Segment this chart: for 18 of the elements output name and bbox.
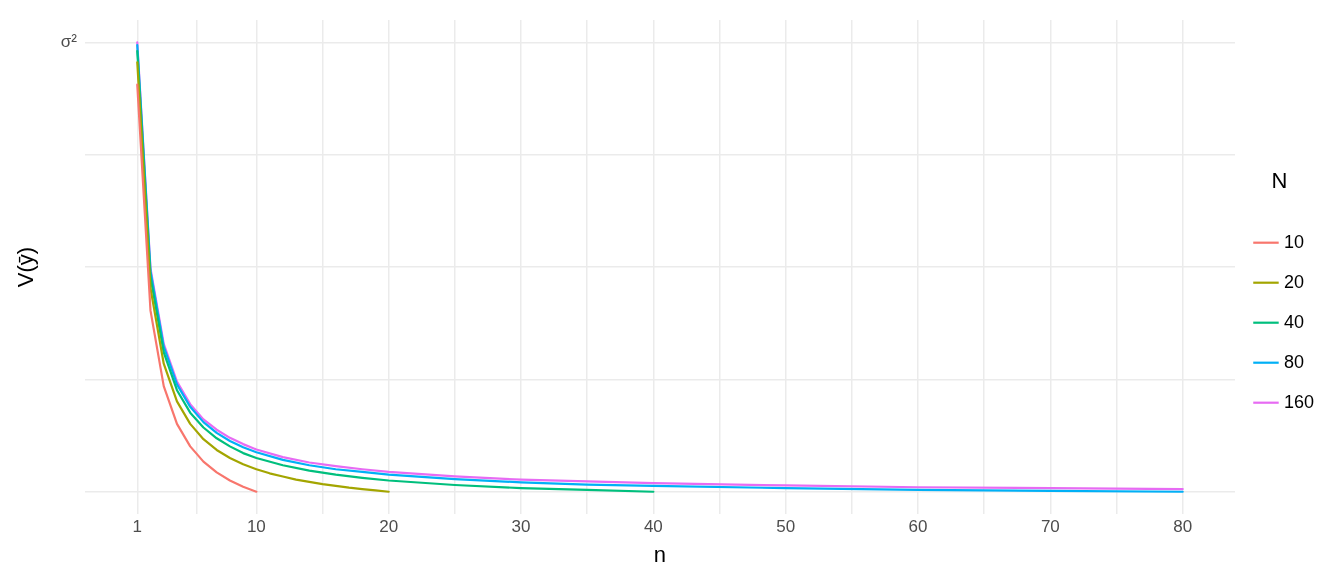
x-axis-title: n	[653, 541, 667, 567]
text: σ²	[60, 32, 78, 52]
x-tick-label: 40	[643, 517, 663, 537]
x-tick-label: 1	[132, 517, 143, 537]
legend-label: 80	[1283, 351, 1304, 372]
legend-label: 10	[1283, 231, 1304, 252]
x-tick-label: 70	[1040, 517, 1060, 537]
x-tick-label: 10	[246, 517, 266, 537]
legend-label: 160	[1283, 391, 1315, 412]
x-tick-label: 50	[776, 517, 796, 537]
legend-label: 40	[1283, 311, 1304, 332]
x-tick-label: 80	[1173, 517, 1193, 537]
legend-title: N	[1271, 168, 1288, 194]
legend-label: 20	[1283, 271, 1304, 292]
x-tick-label: 60	[908, 517, 928, 537]
x-tick-label: 20	[379, 517, 399, 537]
y-axis-title: V(ȳ)	[13, 246, 39, 288]
x-tick-label: 30	[511, 517, 531, 537]
